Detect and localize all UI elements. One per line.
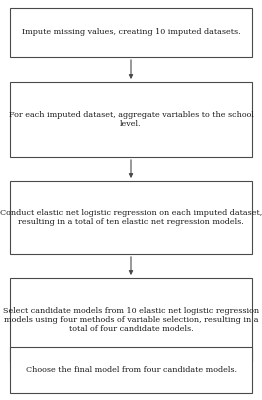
FancyBboxPatch shape — [10, 181, 252, 254]
Text: Impute missing values, creating 10 imputed datasets.: Impute missing values, creating 10 imput… — [22, 28, 240, 36]
Text: Select candidate models from 10 elastic net logistic regression
models using fou: Select candidate models from 10 elastic … — [3, 307, 259, 333]
FancyBboxPatch shape — [10, 278, 252, 362]
FancyBboxPatch shape — [10, 82, 252, 157]
FancyBboxPatch shape — [10, 347, 252, 393]
Text: For each imputed dataset, aggregate variables to the school
level.: For each imputed dataset, aggregate vari… — [9, 111, 253, 128]
Text: Choose the final model from four candidate models.: Choose the final model from four candida… — [25, 366, 237, 374]
FancyBboxPatch shape — [10, 8, 252, 57]
Text: Conduct elastic net logistic regression on each imputed dataset,
resulting in a : Conduct elastic net logistic regression … — [0, 209, 262, 226]
